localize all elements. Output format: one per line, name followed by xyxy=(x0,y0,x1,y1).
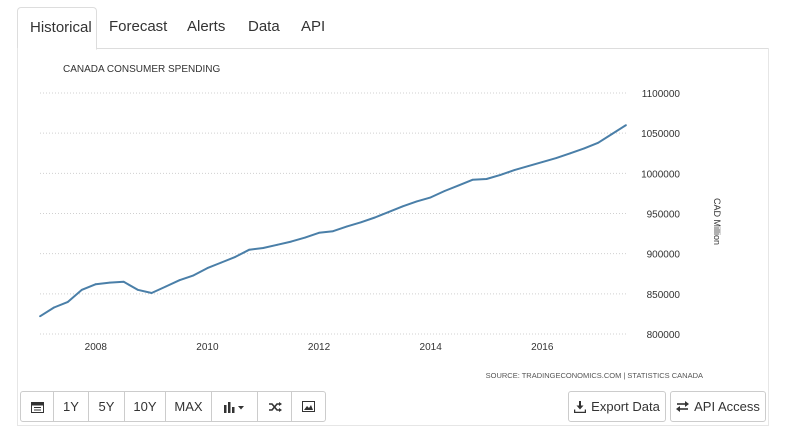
y-tick-label: 900000 xyxy=(647,250,681,261)
series-points xyxy=(39,124,627,318)
data-point xyxy=(374,216,376,219)
data-point xyxy=(499,174,502,176)
data-point xyxy=(248,248,251,251)
y-axis-ticks: 1100000 1050000 1000000 950000 900000 850000 8… xyxy=(641,89,680,341)
bar-chart-icon xyxy=(223,401,244,413)
y-tick-label: 1000000 xyxy=(641,169,680,180)
data-point xyxy=(415,200,418,203)
data-point xyxy=(178,279,181,282)
x-tick-label: 2008 xyxy=(85,342,108,353)
data-point xyxy=(206,267,209,269)
data-point xyxy=(457,184,460,187)
data-point xyxy=(360,221,362,224)
data-point xyxy=(429,196,432,199)
data-point xyxy=(611,133,613,135)
data-point xyxy=(332,230,334,233)
data-point xyxy=(122,280,125,283)
data-point xyxy=(318,231,320,234)
export-data-button[interactable]: Export Data xyxy=(568,391,666,422)
y-axis-label: CAD Million xyxy=(712,198,722,245)
tab-api[interactable]: API xyxy=(301,18,326,35)
data-point xyxy=(53,306,55,309)
data-point xyxy=(513,169,516,172)
chart-type-button[interactable] xyxy=(212,392,258,421)
calendar-button[interactable] xyxy=(21,392,54,421)
api-access-label: API Access xyxy=(694,399,760,414)
grid-lines xyxy=(40,92,626,335)
data-point xyxy=(527,165,530,168)
tab-alerts[interactable]: Alerts xyxy=(187,18,226,35)
data-point xyxy=(401,205,404,208)
data-point xyxy=(94,283,97,286)
data-point xyxy=(276,243,279,246)
y-tick-label: 1100000 xyxy=(642,89,681,100)
tab-data[interactable]: Data xyxy=(248,18,280,35)
image-button[interactable] xyxy=(292,392,325,421)
data-point xyxy=(387,211,390,213)
y-tick-label: 1050000 xyxy=(641,129,680,140)
tab-bar: Historical Forecast Alerts Data API xyxy=(17,7,769,50)
export-data-label: Export Data xyxy=(591,399,660,414)
tab-forecast[interactable]: Forecast xyxy=(109,18,168,35)
y-tick-label: 850000 xyxy=(647,290,681,301)
data-point xyxy=(471,178,474,181)
x-tick-label: 2014 xyxy=(420,342,443,353)
api-access-button[interactable]: API Access xyxy=(670,391,766,422)
image-icon xyxy=(302,401,315,412)
data-point xyxy=(443,190,446,192)
range-10y-button[interactable]: 10Y xyxy=(125,392,166,421)
x-tick-label: 2012 xyxy=(308,342,331,353)
data-point xyxy=(220,261,223,264)
chart-source: SOURCE: TRADINGECONOMICS.COM | STATISTIC… xyxy=(486,371,703,380)
range-1y-button[interactable]: 1Y xyxy=(54,392,89,421)
range-5y-button[interactable]: 5Y xyxy=(89,392,125,421)
data-point xyxy=(234,256,237,258)
data-point xyxy=(150,292,153,294)
shuffle-icon xyxy=(268,401,282,412)
data-point xyxy=(485,178,488,180)
data-point xyxy=(108,281,111,284)
data-point xyxy=(290,240,292,243)
data-point xyxy=(597,141,599,144)
x-tick-label: 2016 xyxy=(531,342,554,353)
y-tick-label: 800000 xyxy=(647,330,681,341)
exchange-icon xyxy=(676,401,690,412)
data-point xyxy=(346,225,348,228)
x-axis-ticks: 2008 2010 2012 2014 2016 xyxy=(85,342,554,353)
caret-down-icon xyxy=(237,405,244,409)
y-tick-label: 950000 xyxy=(647,210,681,221)
data-point xyxy=(569,152,572,155)
data-point xyxy=(625,124,627,126)
data-point xyxy=(555,157,558,160)
data-point xyxy=(136,288,139,291)
data-point xyxy=(81,288,83,291)
x-tick-label: 2010 xyxy=(196,342,219,353)
data-point xyxy=(164,285,167,288)
data-point xyxy=(583,147,585,150)
chart-title: CANADA CONSUMER SPENDING xyxy=(63,64,220,75)
data-point xyxy=(262,247,265,249)
data-point xyxy=(192,274,195,277)
data-point xyxy=(541,161,544,164)
data-point xyxy=(67,301,69,303)
data-point xyxy=(39,315,41,318)
calendar-icon xyxy=(30,401,44,413)
chart-panel xyxy=(17,48,769,426)
range-max-button[interactable]: MAX xyxy=(166,392,212,421)
tab-historical[interactable]: Historical xyxy=(17,7,97,50)
download-icon xyxy=(574,400,587,413)
range-toolbar: 1Y 5Y 10Y MAX xyxy=(20,391,326,422)
data-point xyxy=(304,236,306,239)
compare-button[interactable] xyxy=(258,392,292,421)
series-line xyxy=(39,124,627,318)
